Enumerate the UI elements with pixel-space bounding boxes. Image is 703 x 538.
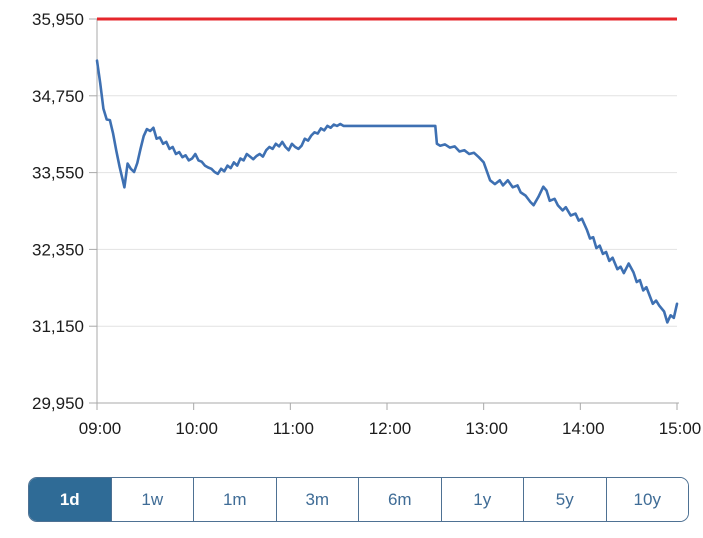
x-tick-label: 13:00 (465, 419, 508, 438)
x-tick-label: 11:00 (273, 419, 314, 438)
y-tick-label: 29,950 (32, 394, 84, 413)
chart-svg: 35,950 34,750 33,550 32,350 31,150 29,950 09:0… (32, 10, 702, 438)
price-line (95, 59, 679, 324)
y-tick-label: 33,550 (32, 164, 84, 183)
range-button-5y[interactable]: 5y (523, 478, 606, 521)
time-range-button-group: 1d 1w 1m 3m 6m 1y 5y 10y (28, 477, 689, 522)
price-chart: 35,950 34,750 33,550 32,350 31,150 29,950 09:0… (32, 10, 702, 438)
y-tick-label: 31,150 (32, 317, 84, 336)
x-tick-label: 10:00 (175, 419, 218, 438)
range-button-6m[interactable]: 6m (358, 478, 441, 521)
y-tick-label: 32,350 (32, 240, 84, 259)
x-tick-label: 12:00 (369, 419, 412, 438)
range-button-1d[interactable]: 1d (29, 478, 111, 521)
range-button-1y[interactable]: 1y (440, 478, 523, 521)
range-button-1m[interactable]: 1m (193, 478, 276, 521)
x-tick-label: 14:00 (562, 419, 605, 438)
x-tick-label: 09:00 (79, 419, 122, 438)
y-tick-label: 34,750 (32, 87, 84, 106)
range-button-1w[interactable]: 1w (110, 478, 193, 521)
x-tick-label: 15:00 (659, 419, 702, 438)
range-button-10y[interactable]: 10y (605, 478, 688, 521)
y-tick-label: 35,950 (32, 10, 84, 29)
range-button-3m[interactable]: 3m (275, 478, 358, 521)
